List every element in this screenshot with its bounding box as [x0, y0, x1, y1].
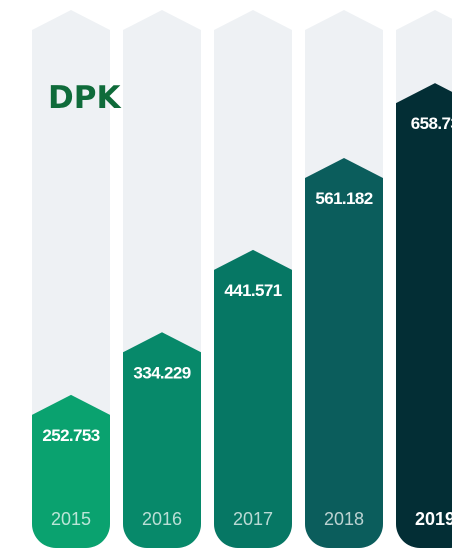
- x-tick-label: 2017: [233, 509, 273, 529]
- value-label: 561.182: [315, 189, 372, 208]
- value-label: 441.571: [224, 281, 281, 300]
- value-label: 658.73: [411, 114, 452, 133]
- bar: [214, 249, 292, 548]
- value-label: 334.229: [133, 363, 190, 382]
- bars: 252.753 2015 334.229 2016 441.571 2017 561.182…: [32, 83, 452, 548]
- chart-title: DPK: [48, 80, 121, 116]
- x-tick-label: 2016: [142, 509, 182, 529]
- bar: [123, 332, 201, 548]
- bar: [396, 83, 452, 548]
- value-label: 252.753: [42, 426, 99, 445]
- bar: [32, 394, 110, 548]
- x-tick-label: 2018: [324, 509, 364, 529]
- bar: [305, 158, 383, 548]
- x-tick-label: 2015: [51, 509, 91, 529]
- x-tick-label: 2019: [415, 509, 452, 529]
